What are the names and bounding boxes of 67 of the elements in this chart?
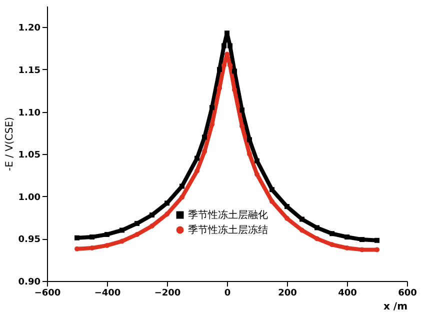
point — [314, 236, 320, 242]
point — [232, 68, 237, 74]
point — [180, 194, 184, 200]
point — [247, 137, 252, 142]
y-tick-label: 1.00 — [18, 192, 40, 203]
point — [90, 246, 94, 250]
y-tick-label: 1.05 — [18, 150, 40, 161]
point — [314, 225, 320, 230]
point — [360, 237, 364, 242]
point — [232, 87, 237, 92]
point — [194, 168, 200, 174]
point — [360, 247, 364, 252]
point — [120, 228, 124, 233]
point — [164, 200, 170, 206]
point — [210, 105, 214, 110]
point — [120, 238, 124, 244]
point — [374, 247, 380, 252]
point — [74, 246, 80, 252]
legend-label: 季节性冻土层融化 — [188, 209, 268, 221]
point — [150, 224, 154, 228]
point — [134, 232, 140, 237]
x-tick-label: 400 — [338, 288, 357, 298]
point — [254, 172, 260, 177]
x-tick-label: 200 — [278, 288, 297, 298]
point — [270, 187, 274, 192]
point — [202, 134, 207, 140]
y-tick-label: 1.15 — [18, 66, 40, 76]
point — [90, 234, 94, 240]
point — [247, 152, 252, 157]
point — [134, 220, 140, 226]
point — [150, 212, 154, 218]
point — [228, 62, 232, 68]
x-tick-label: −200 — [154, 288, 181, 298]
point — [330, 231, 334, 236]
point — [254, 158, 260, 164]
point — [180, 184, 184, 189]
point — [284, 216, 290, 221]
point — [74, 235, 80, 240]
point — [330, 242, 334, 248]
point — [300, 216, 304, 222]
y-axis-title: -E / V(CSE) — [4, 116, 16, 171]
point — [344, 234, 350, 240]
y-tick-label: 1.20 — [18, 24, 40, 34]
point — [222, 62, 226, 68]
point — [104, 242, 110, 248]
point — [217, 66, 222, 72]
point — [270, 198, 274, 204]
point — [202, 149, 207, 154]
x-axis-title: x /m — [383, 302, 408, 312]
point — [228, 43, 232, 48]
legend-label: 季节性冻土层冻结 — [188, 224, 268, 236]
point — [284, 204, 290, 210]
x-tick-label: −400 — [94, 288, 121, 298]
x-tick-label: 600 — [398, 288, 417, 298]
y-tick-label: 0.90 — [18, 278, 40, 288]
point — [164, 212, 170, 217]
point — [194, 156, 200, 161]
x-tick-label: 0 — [224, 288, 231, 298]
point — [300, 228, 304, 233]
y-tick-label: 1.10 — [18, 108, 40, 118]
point — [374, 238, 380, 243]
y-tick-label: 0.95 — [18, 235, 40, 246]
x-tick-label: −600 — [34, 288, 61, 298]
point — [104, 232, 110, 237]
point — [344, 246, 350, 250]
point — [222, 43, 226, 48]
point — [240, 108, 244, 113]
